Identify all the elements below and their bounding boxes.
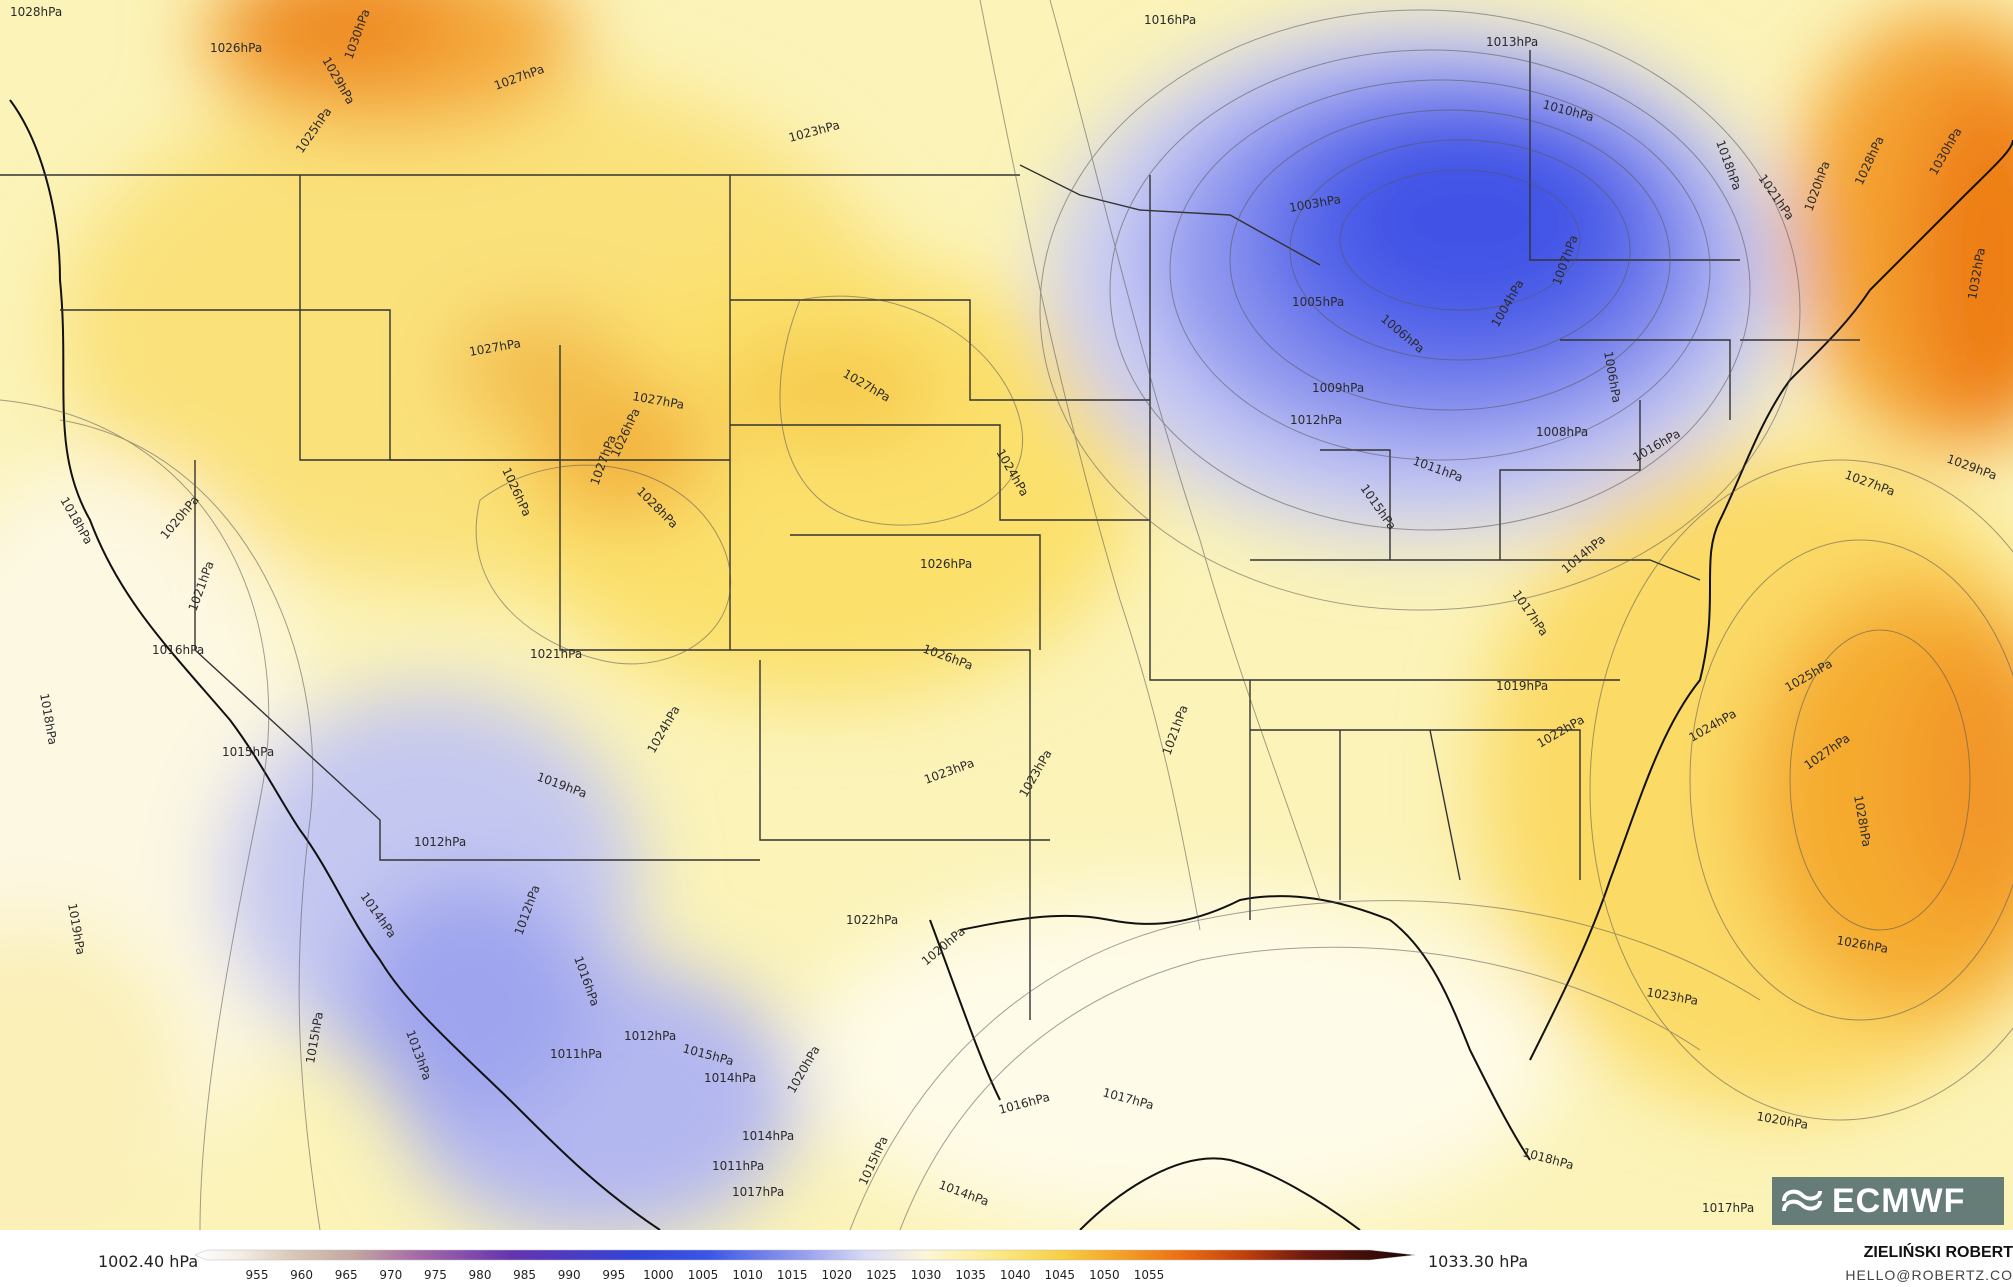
- scale-tick-label: 1020: [822, 1268, 853, 1282]
- isobar-label: 1022hPa: [846, 913, 898, 927]
- scale-tick-label: 1050: [1089, 1268, 1120, 1282]
- scale-tick-label: 975: [424, 1268, 447, 1282]
- author-email: HELLO@ROBERTZ.CO: [1845, 1267, 2013, 1283]
- isobars: [0, 0, 2013, 1230]
- isobar-label: 1005hPa: [1292, 295, 1344, 309]
- isobar-label: 1019hPa: [1496, 679, 1548, 693]
- scale-tick-label: 1055: [1134, 1268, 1165, 1282]
- isobar-label: 1026hPa: [210, 41, 262, 55]
- scale-tick-label: 1040: [1000, 1268, 1031, 1282]
- color-scale-legend: 1002.40 hPa: [0, 1230, 2013, 1287]
- scale-tick-label: 1005: [688, 1268, 719, 1282]
- isobar-label: 1021hPa: [530, 647, 582, 661]
- scale-tick-label: 1035: [955, 1268, 986, 1282]
- isobar-label: 1008hPa: [1536, 425, 1588, 439]
- scale-tick-label: 960: [290, 1268, 313, 1282]
- scale-tick-label: 980: [469, 1268, 492, 1282]
- author-name: ZIELIŃSKI ROBERT: [1863, 1244, 2013, 1261]
- scale-tick-label: 1010: [732, 1268, 763, 1282]
- isobar-label: 1016hPa: [1144, 13, 1196, 27]
- isobar-label: 1026hPa: [920, 557, 972, 571]
- author-credit: ZIELIŃSKI ROBERT HELLO@ROBERTZ.CO: [1845, 1242, 2013, 1286]
- scale-tick-label: 995: [602, 1268, 625, 1282]
- isobar-label: 1012hPa: [624, 1029, 676, 1043]
- scale-tick-label: 1045: [1045, 1268, 1076, 1282]
- isobar-label: 1014hPa: [742, 1129, 794, 1143]
- scale-tick-label: 970: [379, 1268, 402, 1282]
- ecmwf-logo: ECMWF: [1772, 1177, 2004, 1225]
- scale-tick-label: 965: [335, 1268, 358, 1282]
- scale-tick-label: 1030: [911, 1268, 942, 1282]
- isobar-label: 1012hPa: [1290, 413, 1342, 427]
- isobar-label: 1015hPa: [222, 745, 274, 759]
- ecmwf-swirl-icon: [1782, 1189, 1822, 1212]
- scale-tick-label: 955: [246, 1268, 269, 1282]
- scale-tick-label: 985: [513, 1268, 536, 1282]
- min-pressure-value: 1002.40 hPa: [98, 1252, 199, 1271]
- isobar-label: 1028hPa: [10, 5, 62, 19]
- coastlines: [9, 99, 2013, 1230]
- isobar-label: 1011hPa: [712, 1159, 764, 1173]
- isobar-label: 1009hPa: [1312, 381, 1364, 395]
- isobar-label: 1012hPa: [414, 835, 466, 849]
- max-pressure-value: 1033.30 hPa: [1428, 1252, 1529, 1271]
- ecmwf-logo-text: ECMWF: [1832, 1181, 1966, 1220]
- scale-tick-label: 1000: [643, 1268, 674, 1282]
- isobar-label: 1017hPa: [1702, 1201, 1754, 1215]
- isobar-label: 1016hPa: [152, 643, 204, 657]
- color-scale: 955 960 965 970 975 980 985 990 995 1000 1005 1010 1…: [195, 1249, 1415, 1282]
- scale-tick-label: 1015: [777, 1268, 808, 1282]
- isobar-label: 1017hPa: [732, 1185, 784, 1199]
- isobar-label: 1014hPa: [704, 1071, 756, 1085]
- isobar-label: 1011hPa: [550, 1047, 602, 1061]
- isobar-label: 1013hPa: [1486, 35, 1538, 49]
- pressure-map: 1028hPa 1026hPa 1029hPa 1030hPa 1027hPa …: [0, 0, 2013, 1230]
- scale-tick-label: 990: [558, 1268, 581, 1282]
- scale-tick-label: 1025: [866, 1268, 897, 1282]
